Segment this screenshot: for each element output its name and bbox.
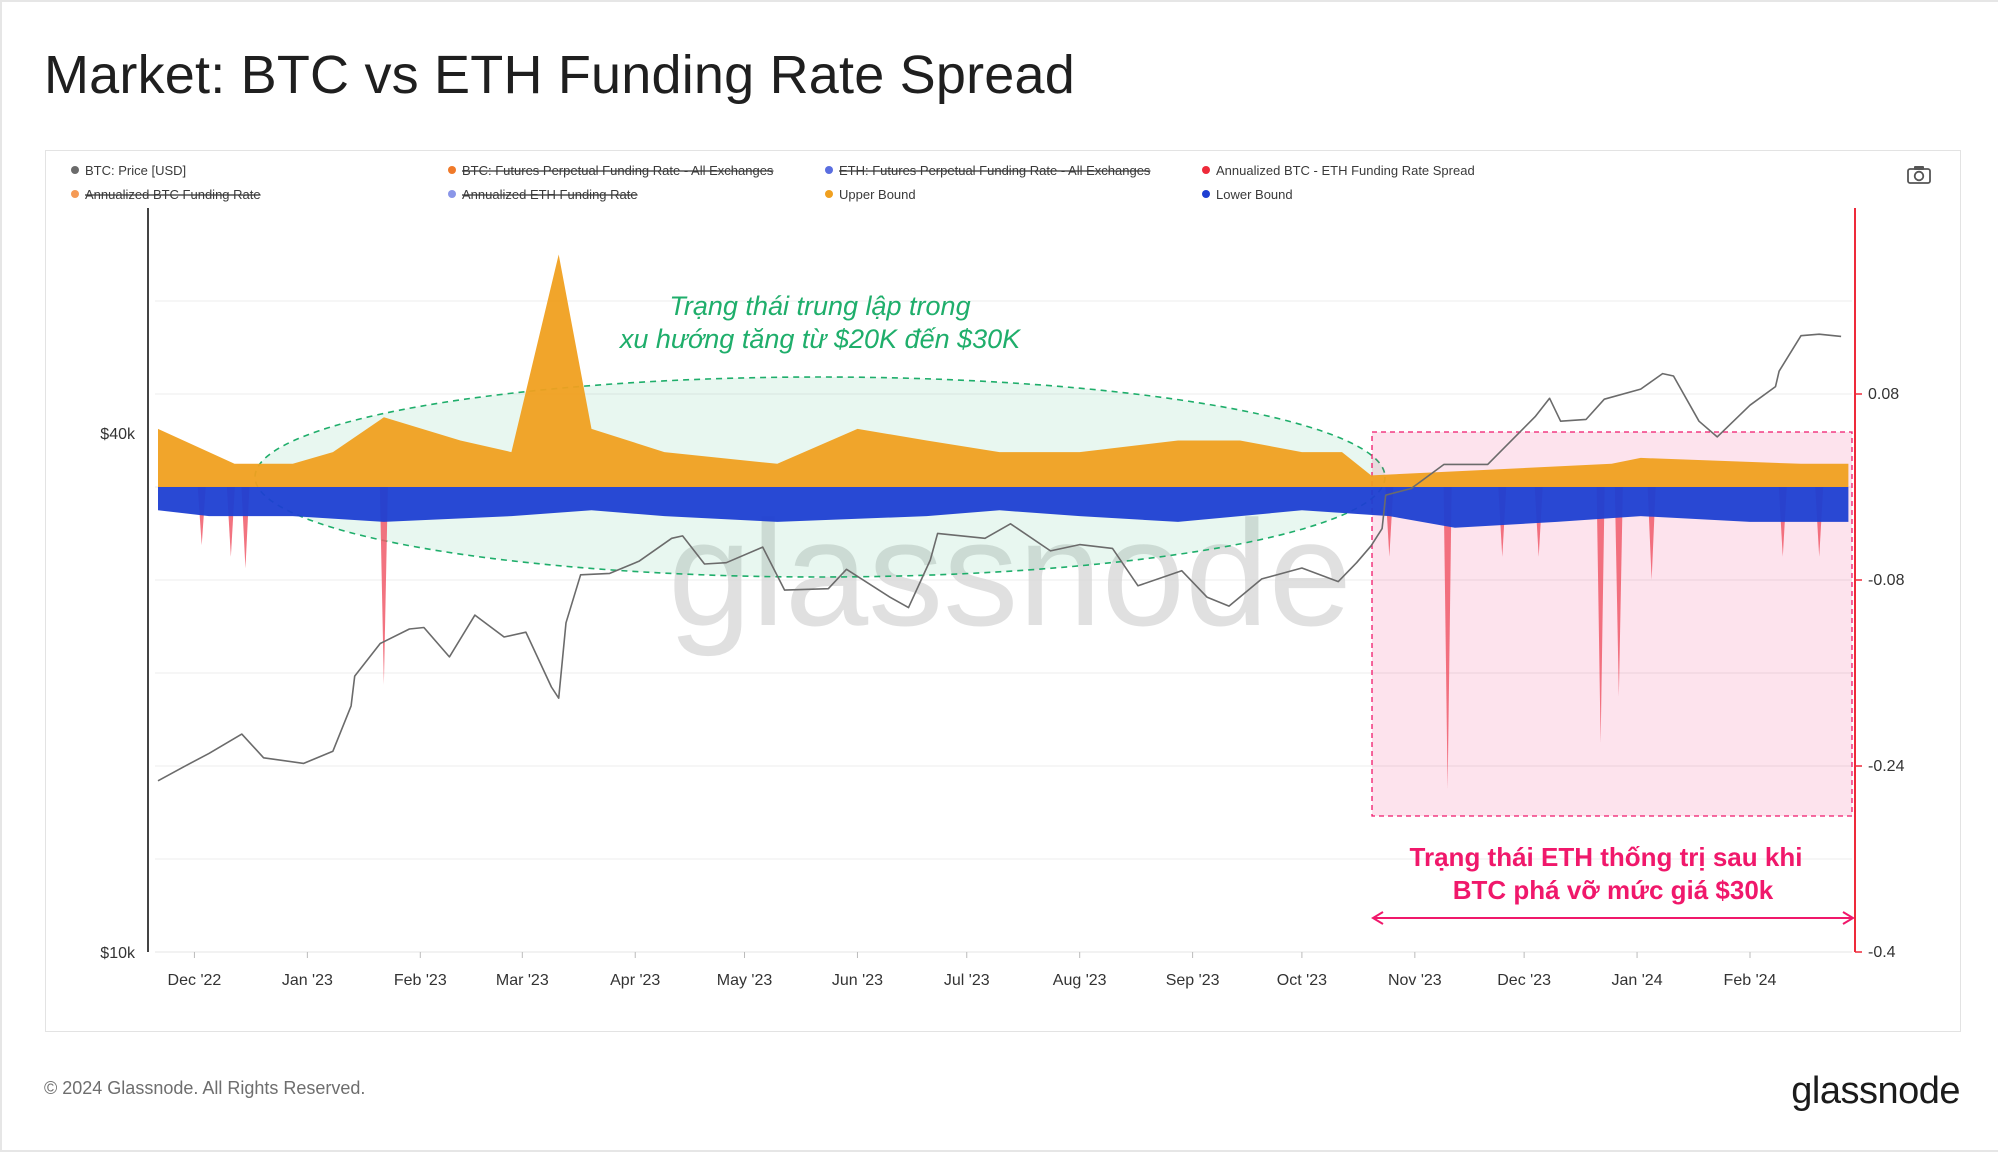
neutral-annotation-line2: xu hướng tăng từ $20K đến $30K [618,324,1021,354]
right-tick-label: 0.08 [1868,386,1899,403]
series-layer [157,254,1849,790]
camera-icon[interactable] [1906,164,1932,186]
x-tick-label: Oct '23 [1277,972,1327,989]
upper-bound-area [158,254,1849,487]
right-tick-label: -0.08 [1868,572,1905,589]
legend-item-btc-price[interactable]: BTC: Price [USD] [71,163,186,178]
x-tick-label: Jun '23 [832,972,883,989]
spread-spike [1614,487,1623,697]
legend-marker-eth-annualized [448,190,456,198]
legend-item-upper-bound[interactable]: Upper Bound [825,187,916,202]
legend-label-upper-bound: Upper Bound [839,187,916,202]
legend-item-eth-funding[interactable]: ETH: Futures Perpetual Funding Rate - Al… [825,163,1151,178]
x-axis-ticks: Dec '22 Jan '23 Feb '23 Mar '23 Apr '23 May '… [168,952,1777,989]
legend-label-eth-annualized: Annualized ETH Funding Rate [462,187,638,202]
chart-card [45,150,1961,1032]
spread-spike [1443,487,1452,790]
legend-marker-btc-annualized [71,190,79,198]
x-tick-label: Mar '23 [496,972,549,989]
x-tick-label: Dec '22 [168,972,222,989]
x-tick-label: Sep '23 [1166,972,1220,989]
neutral-annotation: Trạng thái trung lập trong xu hướng tăng… [618,291,1021,354]
btc-price-line [157,333,1842,782]
legend-label-btc-price: BTC: Price [USD] [85,163,186,178]
legend-label-btc-annualized: Annualized BTC Funding Rate [85,187,261,202]
x-tick-label: Nov '23 [1388,972,1442,989]
x-tick-label: May '23 [717,972,773,989]
x-tick-label: Dec '23 [1497,972,1551,989]
legend-label-btc-funding: BTC: Futures Perpetual Funding Rate - Al… [462,163,774,178]
x-tick-label: Jan '23 [282,972,333,989]
legend-marker-eth-funding [825,166,833,174]
eth-annotation-arrow [1371,911,1855,925]
left-tick-label: $40k [100,426,136,443]
spread-spike [1596,487,1605,743]
right-axis-ticks: 0.08 -0.08 -0.24 -0.4 [1855,386,1905,961]
right-tick-label: -0.24 [1868,758,1905,775]
legend-label-lower-bound: Lower Bound [1216,187,1293,202]
brand-logo: glassnode [1791,1070,1960,1112]
right-tick-label: -0.4 [1868,944,1896,961]
legend-item-spread[interactable]: Annualized BTC - ETH Funding Rate Spread [1202,163,1475,178]
copyright-text: © 2024 Glassnode. All Rights Reserved. [44,1078,366,1098]
neutral-annotation-line1: Trạng thái trung lập trong [669,291,970,321]
x-tick-label: Feb '23 [394,972,447,989]
left-tick-label: $10k [100,945,136,962]
legend-label-eth-funding: ETH: Futures Perpetual Funding Rate - Al… [839,163,1151,178]
x-tick-label: Jul '23 [944,972,990,989]
legend-marker-btc-price [71,166,79,174]
legend-marker-upper-bound [825,190,833,198]
x-tick-label: Jan '24 [1612,972,1663,989]
eth-annotation: Trạng thái ETH thống trị sau khi BTC phá… [1371,842,1855,925]
legend-marker-btc-funding [448,166,456,174]
legend-marker-spread [1202,166,1210,174]
page-title: Market: BTC vs ETH Funding Rate Spread [44,45,1075,105]
eth-annotation-line1: Trạng thái ETH thống trị sau khi [1410,842,1803,872]
legend-item-btc-annualized[interactable]: Annualized BTC Funding Rate [71,187,261,202]
legend-item-eth-annualized[interactable]: Annualized ETH Funding Rate [448,187,638,202]
legend-item-btc-funding[interactable]: BTC: Futures Perpetual Funding Rate - Al… [448,163,774,178]
eth-annotation-line2: BTC phá vỡ mức giá $30k [1453,875,1774,905]
x-tick-label: Apr '23 [610,972,660,989]
legend: BTC: Price [USD] BTC: Futures Perpetual … [71,163,1475,202]
legend-label-spread: Annualized BTC - ETH Funding Rate Spread [1216,163,1475,178]
legend-marker-lower-bound [1202,190,1210,198]
left-axis-ticks: $40k $10k [100,426,136,962]
x-tick-label: Aug '23 [1053,972,1107,989]
spread-spike [379,487,388,685]
lower-bound-area [158,487,1849,528]
x-tick-label: Feb '24 [1724,972,1777,989]
legend-item-lower-bound[interactable]: Lower Bound [1202,187,1293,202]
